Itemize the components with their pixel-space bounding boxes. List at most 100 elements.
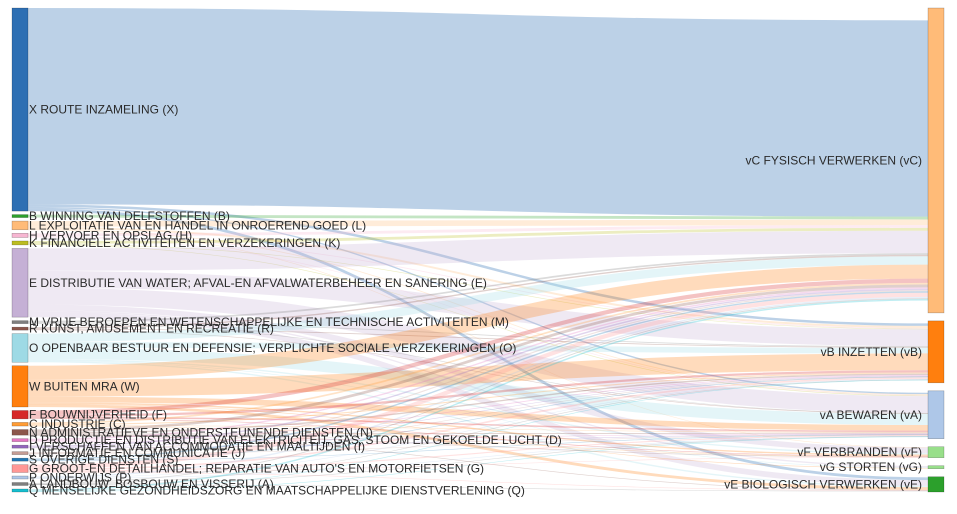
flow-link [27, 433, 929, 442]
source-node[interactable] [11, 464, 29, 473]
flow-link [27, 206, 929, 395]
flow-link [27, 291, 929, 460]
source-node[interactable] [11, 444, 29, 449]
flow-link [27, 358, 929, 455]
source-node[interactable] [11, 7, 29, 212]
source-node[interactable] [11, 422, 29, 427]
flow-link [27, 376, 929, 455]
flow-link [27, 342, 929, 354]
flow-link [27, 434, 929, 458]
source-label: G GROOT-EN DETAILHANDEL; REPARATIE VAN A… [29, 462, 484, 476]
source-node[interactable] [11, 320, 29, 324]
source-node[interactable] [11, 214, 29, 218]
target-node[interactable] [927, 7, 945, 314]
source-label: N ADMINISTRATIEVE EN ONDERSTEUNENDE DIEN… [29, 425, 373, 439]
flow-link [27, 425, 929, 433]
source-node[interactable] [11, 488, 29, 493]
source-node[interactable] [11, 365, 29, 408]
source-label: P ONDERWIJS (P) [29, 471, 131, 485]
source-label: M VRIJE BEROEPEN EN WETENSCHAPPELIJKE EN… [29, 315, 509, 329]
flow-link [27, 254, 929, 329]
flow-link [27, 404, 929, 490]
source-node[interactable] [11, 457, 29, 462]
flow-link [27, 264, 929, 380]
flow-link [27, 360, 929, 468]
source-node[interactable] [11, 438, 29, 442]
target-node[interactable] [927, 465, 945, 469]
source-label: X ROUTE INZAMELING (X) [29, 103, 178, 117]
flow-link [27, 372, 929, 426]
flow-link [27, 230, 929, 271]
target-node[interactable] [927, 390, 945, 440]
source-label: D PRODUCTIE EN DISTRIBUTIE VAN ELEKTRICI… [29, 433, 562, 447]
source-label: E DISTRIBUTIE VAN WATER; AFVAL-EN AFVALW… [29, 276, 487, 290]
flow-link [27, 298, 929, 484]
target-label: vF VERBRANDEN (vF) [797, 445, 922, 459]
source-node[interactable] [11, 240, 29, 246]
target-label: vB INZETTEN (vB) [821, 345, 922, 359]
flow-link [27, 287, 929, 441]
source-label: F BOUWNIJVERHEID (F) [29, 408, 167, 422]
source-node[interactable] [11, 482, 29, 486]
source-node[interactable] [11, 220, 29, 231]
flow-link [27, 434, 929, 455]
source-node[interactable] [11, 410, 29, 420]
flow-link [27, 416, 929, 433]
flow-link [27, 484, 929, 492]
source-node[interactable] [11, 326, 29, 331]
flow-link [27, 471, 929, 491]
flow-link [27, 377, 929, 471]
flow-link [27, 287, 929, 413]
flow-link [27, 370, 929, 417]
flow-link [27, 360, 929, 488]
target-label: vG STORTEN (vG) [820, 460, 922, 474]
flow-link [27, 376, 929, 461]
flow-link [27, 284, 929, 433]
flow-link [27, 434, 929, 462]
source-node[interactable] [11, 248, 29, 318]
target-node[interactable] [927, 476, 945, 493]
flow-link [27, 396, 929, 431]
flow-link [27, 434, 929, 449]
source-label: S OVERIGE DIENSTEN (S) [29, 453, 178, 467]
target-label: vC FYSISCH VERWERKEN (vC) [746, 153, 922, 167]
source-node[interactable] [11, 451, 29, 455]
flow-link [27, 435, 929, 479]
flow-link [27, 290, 929, 454]
flow-link [27, 292, 929, 469]
flow-link [27, 329, 929, 414]
source-label: A LANDBOUW, BOSBOUW EN VISSERIJ (A) [29, 477, 274, 491]
source-node[interactable] [11, 233, 29, 238]
source-label: H VERVOER EN OPSLAG (H) [29, 228, 192, 242]
source-node[interactable] [11, 475, 29, 480]
flow-link [27, 270, 929, 347]
flow-link [27, 296, 929, 478]
flow-link [27, 347, 929, 426]
source-label: K FINANCIELE ACTIVITEITEN EN VERZEKERING… [29, 236, 340, 250]
flow-link [27, 418, 929, 457]
flow-link [27, 425, 929, 458]
flow-link [27, 402, 929, 456]
flow-link [27, 323, 929, 414]
nodes [11, 7, 945, 493]
source-node[interactable] [11, 429, 29, 436]
flow-link [27, 379, 929, 485]
flow-link [27, 8, 929, 217]
source-label: W BUITEN MRA (W) [29, 379, 140, 393]
flow-link [27, 256, 929, 343]
flow-link [27, 375, 929, 441]
target-node[interactable] [927, 446, 945, 458]
flow-link [27, 282, 929, 425]
target-node[interactable] [927, 320, 945, 384]
flow-link [27, 228, 929, 396]
source-label: C INDUSTRIE (C) [29, 417, 126, 431]
target-label: vA BEWAREN (vA) [820, 408, 922, 422]
source-node[interactable] [11, 333, 29, 363]
source-label: O OPENBAAR BESTUUR EN DEFENSIE; VERPLICH… [29, 341, 516, 355]
flow-link [27, 288, 929, 447]
flow-link [27, 311, 929, 486]
flow-link [27, 243, 929, 330]
flow-link [27, 229, 929, 448]
source-label: I VERSCHAFFEN VAN ACCOMMODATIE EN MAALTI… [29, 440, 365, 454]
